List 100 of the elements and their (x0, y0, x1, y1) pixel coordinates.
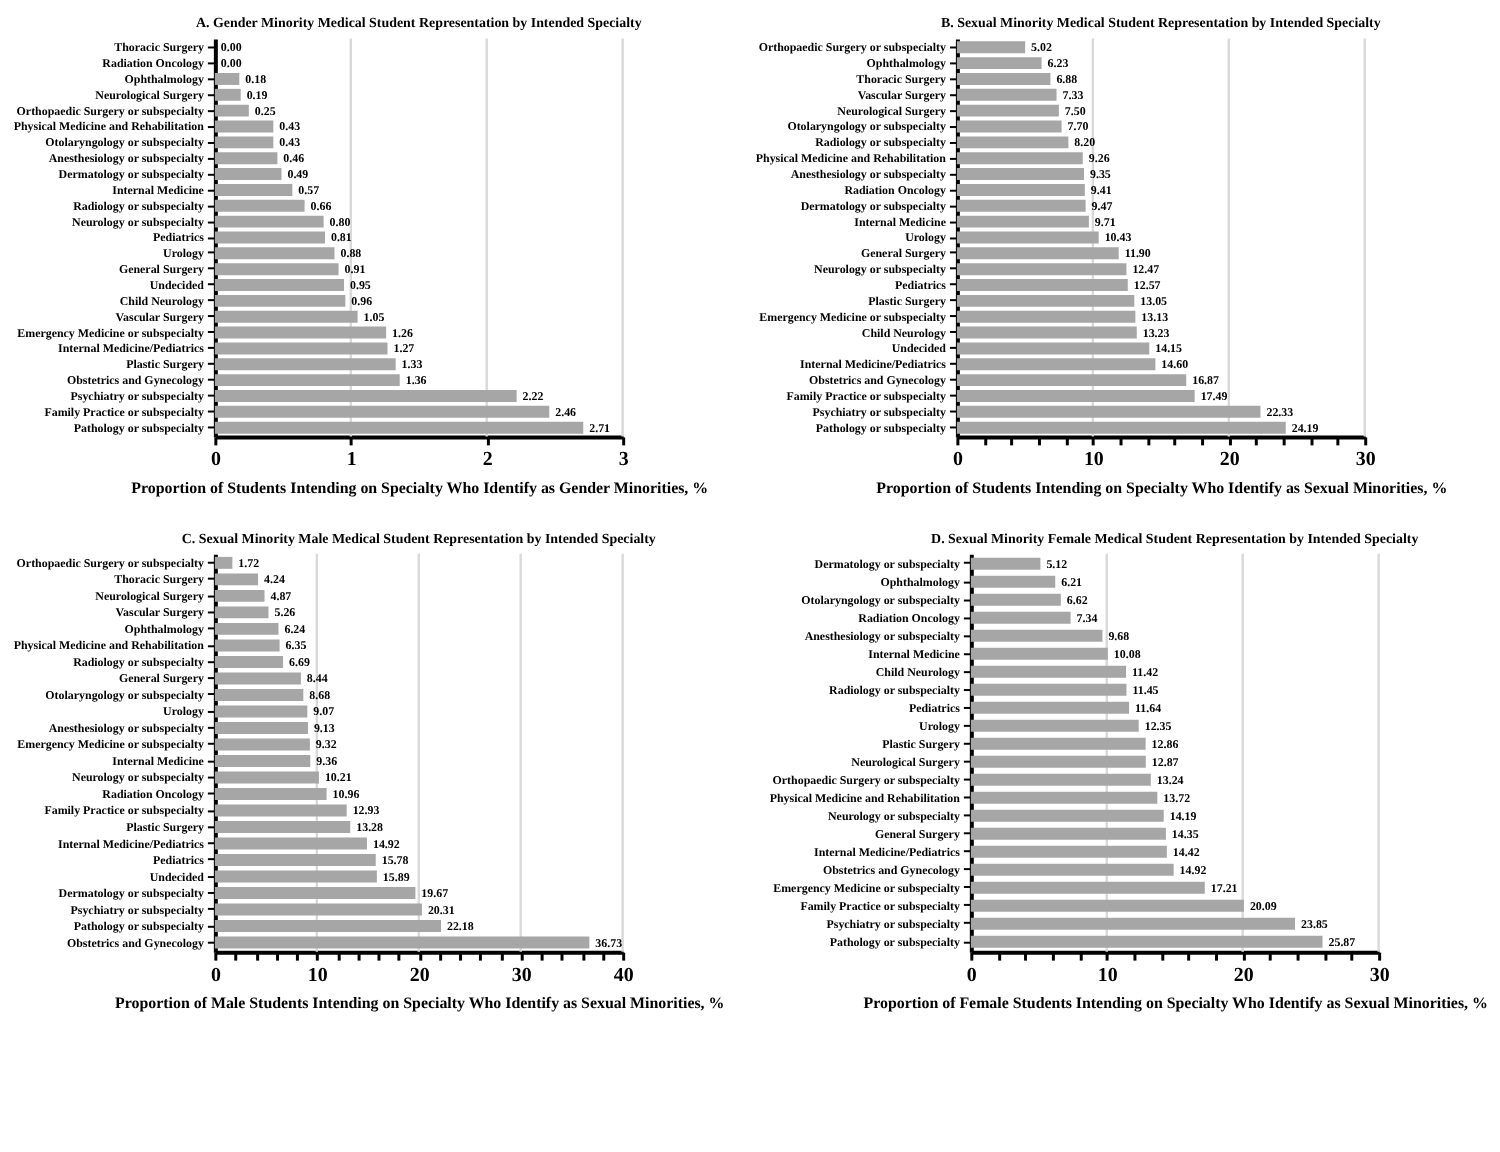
bar (214, 374, 400, 387)
x-tick-label: 0 (210, 964, 221, 987)
bar (214, 837, 367, 850)
bar (970, 827, 1166, 840)
bar (214, 358, 396, 371)
bar (970, 683, 1127, 696)
bar (214, 854, 376, 866)
x-tick-label: 0 (210, 449, 221, 472)
bar (956, 215, 1089, 228)
bar (956, 72, 1051, 85)
bar (970, 791, 1158, 804)
bar (214, 705, 308, 718)
bar (214, 215, 324, 228)
bar (970, 719, 1139, 732)
bar (970, 593, 1061, 606)
x-tick-label: 0 (966, 964, 977, 987)
x-tick-label: 30 (1369, 964, 1390, 987)
bar (214, 755, 311, 767)
bar (214, 310, 358, 323)
bar (970, 575, 1056, 588)
bar (956, 263, 1127, 276)
bar (956, 199, 1086, 212)
bar (956, 168, 1084, 181)
bar (970, 755, 1146, 768)
bar (214, 247, 335, 260)
x-axis-title: Proportion of Male Students Intending on Specialty Who Identify as Sexual Minorities, % (115, 994, 725, 1013)
bar (970, 665, 1127, 678)
x-tick-label: 10 (307, 964, 328, 987)
bar (214, 622, 279, 635)
bar (214, 183, 293, 196)
bar (214, 788, 327, 800)
x-tick-label: 40 (613, 964, 634, 987)
bar (214, 405, 550, 418)
bar (214, 936, 590, 949)
bar (214, 104, 249, 117)
bar (214, 279, 344, 291)
bar (214, 120, 274, 133)
bar (214, 639, 280, 652)
bar (214, 294, 346, 307)
bar (956, 358, 1156, 371)
bar (956, 294, 1135, 307)
x-axis-title: Proportion of Students Intending on Specialty Who Identify as Gender Minorities, % (131, 479, 709, 498)
x-tick-label: 3 (618, 449, 629, 472)
bar (214, 771, 319, 784)
bar (214, 556, 233, 569)
bar (214, 152, 278, 165)
bar (214, 589, 265, 602)
bar (956, 279, 1128, 291)
bar (214, 72, 240, 85)
bar (970, 629, 1103, 642)
bar (214, 88, 241, 101)
bar (214, 920, 441, 933)
x-tick-label: 20 (1233, 964, 1254, 987)
bar (970, 917, 1296, 930)
bar (970, 611, 1071, 624)
x-tick-label: 20 (1219, 449, 1240, 472)
bar (956, 152, 1083, 165)
x-tick-label: 2 (482, 449, 493, 472)
bar (956, 57, 1042, 70)
bar (970, 881, 1205, 894)
x-tick-label: 20 (409, 964, 430, 987)
bar (970, 701, 1130, 714)
bar (214, 688, 304, 701)
bar (214, 606, 269, 619)
bar (214, 887, 416, 900)
bar (956, 310, 1136, 323)
bar (214, 136, 274, 149)
x-tick-label: 10 (1097, 964, 1118, 987)
bar (970, 557, 1041, 570)
bar (214, 655, 284, 668)
bar (970, 773, 1151, 786)
bar (214, 231, 325, 244)
bar (956, 88, 1057, 101)
bar (956, 104, 1059, 117)
bar (956, 374, 1187, 387)
bar (970, 809, 1164, 822)
bar (956, 405, 1261, 418)
bar (214, 199, 305, 212)
bar (970, 935, 1323, 948)
bar (214, 168, 282, 181)
bar (214, 870, 377, 883)
bar (970, 899, 1244, 912)
x-axis-title: Proportion of Students Intending on Specialty Who Identify as Sexual Minorities, % (876, 479, 1448, 498)
bar (956, 120, 1062, 133)
bar (214, 804, 347, 817)
bar (214, 421, 584, 434)
x-tick-label: 0 (952, 449, 963, 472)
x-axis-title: Proportion of Female Students Intending on Specialty Who Identify as Sexual Minorities, % (863, 994, 1489, 1013)
x-tick-label: 30 (1355, 449, 1376, 472)
bar (214, 821, 351, 833)
bar (214, 903, 422, 916)
bar (956, 421, 1286, 434)
bar (214, 263, 339, 276)
bar (956, 247, 1119, 260)
bar (214, 390, 517, 402)
bar (956, 41, 1026, 54)
bar (970, 863, 1174, 876)
bar (956, 183, 1085, 196)
bar (970, 845, 1167, 858)
bar (956, 390, 1195, 402)
